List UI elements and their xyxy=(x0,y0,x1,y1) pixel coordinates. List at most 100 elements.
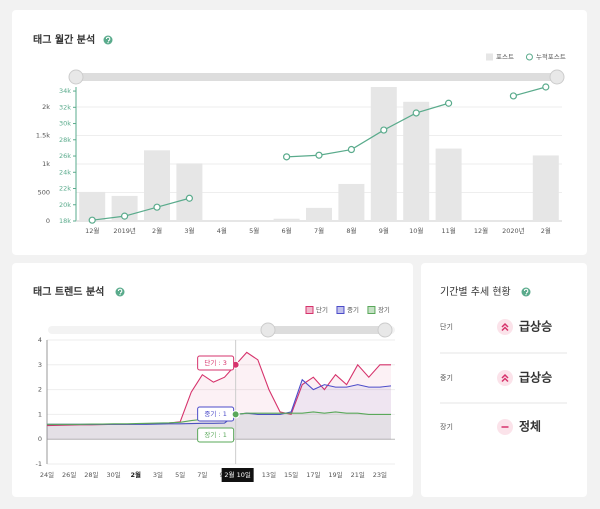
x-tick-label: 2월 xyxy=(541,226,551,235)
x-tick-label: 2월 xyxy=(131,470,142,479)
bar xyxy=(532,155,559,221)
period-label: 중기 xyxy=(440,373,453,382)
point xyxy=(542,83,550,91)
bar xyxy=(273,218,300,221)
x-tick-label: 17일 xyxy=(306,470,320,479)
point xyxy=(283,153,291,161)
tooltip-box xyxy=(197,355,235,371)
y2-tick-label: 30k xyxy=(59,120,71,128)
y2-tick-label: 32k xyxy=(59,103,71,111)
hover-point xyxy=(231,410,240,419)
legend-swatch xyxy=(525,53,533,61)
x-tick-label: 5일 xyxy=(175,470,185,479)
x-tick-label: 24일 xyxy=(40,470,54,479)
x-tick-label: 12월 xyxy=(474,226,488,235)
line xyxy=(92,86,546,221)
bar xyxy=(370,87,397,221)
x-tick-label: 6월 xyxy=(282,226,292,235)
x-tick-label: 5월 xyxy=(249,226,259,235)
help-icon[interactable] xyxy=(115,287,125,297)
bar xyxy=(176,163,203,221)
y2-tick-label: 20k xyxy=(59,201,71,209)
x-tick-label: 26일 xyxy=(62,470,76,479)
x-tick-label: 3일 xyxy=(153,470,163,479)
x-tick-label: 10월 xyxy=(409,226,423,235)
legend-swatch xyxy=(367,306,376,314)
y-tick-label: 1 xyxy=(38,410,42,418)
point xyxy=(88,216,96,224)
x-tick-label: 28일 xyxy=(84,470,98,479)
legend-swatch xyxy=(305,306,314,314)
rise-icon xyxy=(497,370,513,386)
legend-label: 장기 xyxy=(378,305,390,314)
x-tick-label: 13일 xyxy=(262,470,276,479)
date-label: 2월 10일 xyxy=(224,470,250,479)
area xyxy=(47,352,391,440)
y2-tick-label: 22k xyxy=(59,185,71,193)
x-tick-label: 21일 xyxy=(351,470,365,479)
y-tick-label: -1 xyxy=(36,460,42,468)
x-tick-label: 2020년 xyxy=(502,226,525,235)
point xyxy=(347,145,355,154)
y-tick-label: 0 xyxy=(38,435,42,443)
flat-icon xyxy=(497,419,513,435)
y2-tick-label: 24k xyxy=(59,168,71,176)
y-tick-label: 1.5k xyxy=(36,131,50,139)
bar xyxy=(403,101,430,221)
tooltip-label: 단기 : 3 xyxy=(204,358,226,367)
bar xyxy=(306,207,332,221)
y-tick-label: 3 xyxy=(38,361,42,369)
legend-label: 단기 xyxy=(316,305,328,314)
point xyxy=(412,109,420,117)
legend-label: 포스트 xyxy=(496,53,514,61)
help-icon[interactable] xyxy=(103,35,113,45)
status-rows: 단기 중기 장기 급상승 급상승 정체 xyxy=(440,319,567,435)
x-tick-label: 23일 xyxy=(373,470,387,479)
bar xyxy=(435,148,462,221)
y-tick-label: 0 xyxy=(46,217,50,225)
point xyxy=(445,99,453,107)
area xyxy=(47,411,391,440)
x-tick-label: 7일 xyxy=(197,470,207,479)
point xyxy=(380,126,388,134)
point xyxy=(315,151,323,159)
status-label: 급상승 xyxy=(519,319,552,334)
legend-label: 누적포스트 xyxy=(536,53,566,61)
y2-tick-label: 18k xyxy=(59,217,71,225)
y-tick-label: 4 xyxy=(38,336,42,344)
x-tick-label: 30일 xyxy=(106,470,120,479)
y-tick-label: 500 xyxy=(38,188,50,196)
period-label: 장기 xyxy=(440,422,453,431)
tooltip-label: 장기 : 1 xyxy=(204,430,226,439)
y-tick-label: 1k xyxy=(42,160,50,168)
status-title: 기간별 추세 현황 xyxy=(440,286,511,298)
y-tick-label: 2 xyxy=(38,386,42,394)
date-box xyxy=(221,468,254,482)
legend-label: 중기 xyxy=(347,305,359,314)
trend-card xyxy=(12,263,413,497)
y2-tick-label: 28k xyxy=(59,136,71,144)
rise-icon xyxy=(497,319,513,335)
x-tick-label: 11월 xyxy=(441,226,455,235)
tooltip-box xyxy=(197,427,235,443)
y2-tick-label: 26k xyxy=(59,152,71,160)
monthly-title: 태그 월간 분석 xyxy=(33,33,95,46)
range-slider[interactable] xyxy=(48,322,395,338)
legend-swatch xyxy=(336,306,345,314)
help-icon[interactable] xyxy=(521,287,531,297)
x-tick-label: 19일 xyxy=(328,470,342,479)
range-slider[interactable] xyxy=(68,69,565,85)
x-tick-label: 12월 xyxy=(85,226,99,235)
bar xyxy=(79,191,106,221)
y-tick-label: 2k xyxy=(42,103,50,111)
x-tick-label: 15일 xyxy=(284,470,298,479)
tooltip-label: 중기 : 1 xyxy=(204,409,226,418)
x-tick-label: 7월 xyxy=(314,226,324,235)
x-tick-label: 3월 xyxy=(184,226,194,235)
period-label: 단기 xyxy=(440,322,453,331)
x-tick-label: 2월 xyxy=(152,226,162,235)
status-label: 급상승 xyxy=(519,370,552,385)
x-tick-label: 4월 xyxy=(217,226,227,235)
x-tick-label: 8월 xyxy=(346,226,356,235)
